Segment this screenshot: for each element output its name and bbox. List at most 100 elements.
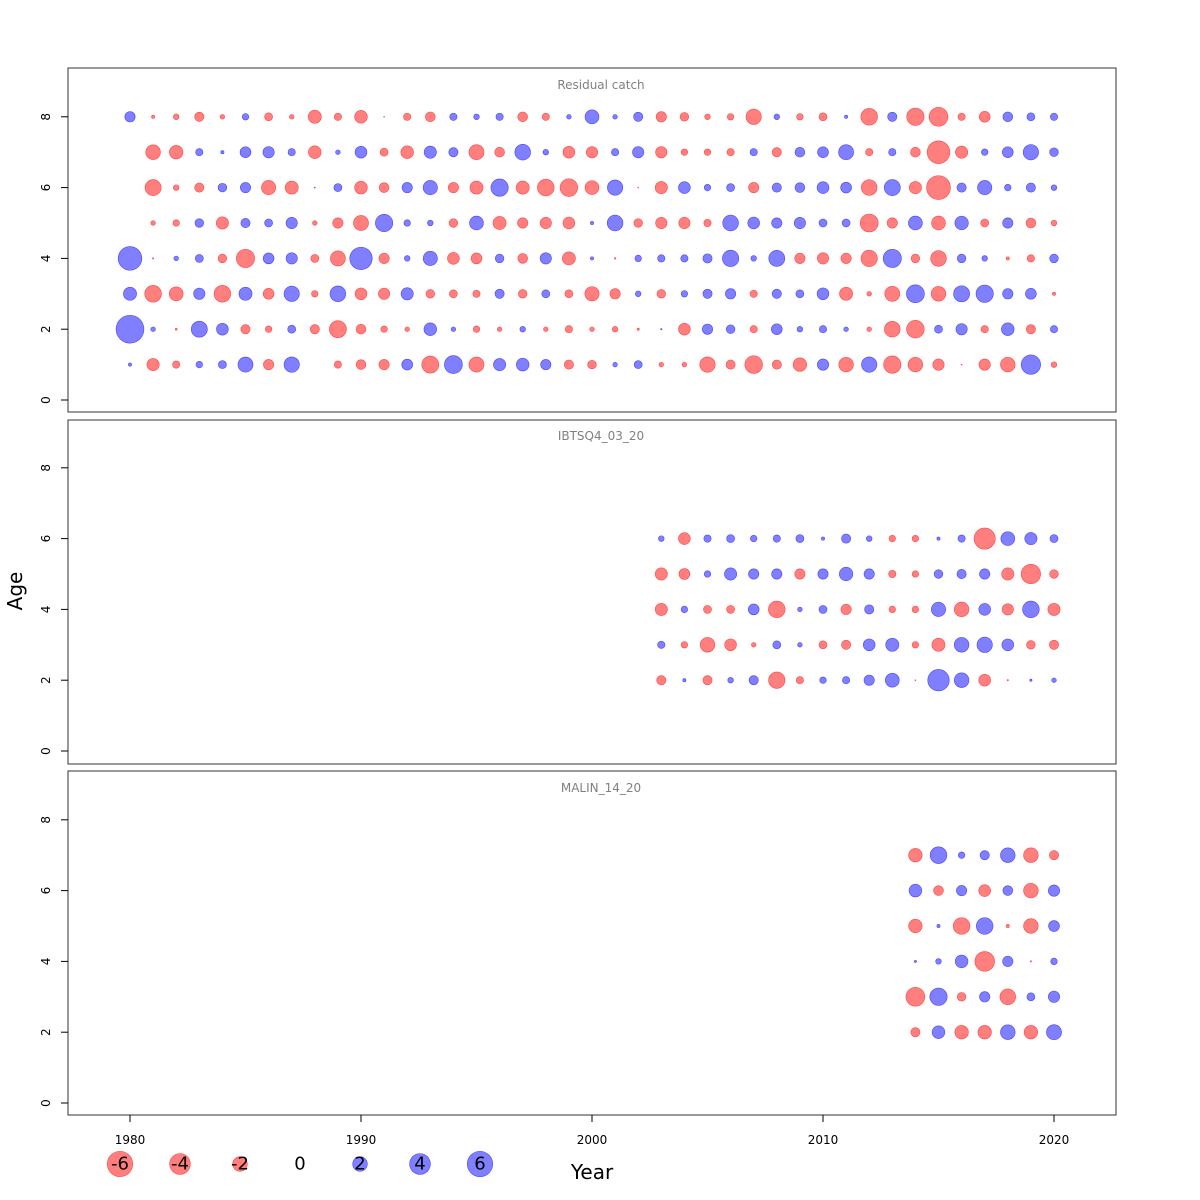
bubble-point xyxy=(633,218,643,228)
bubble-point xyxy=(796,113,804,121)
bubble-point xyxy=(1050,957,1058,965)
bubble-point xyxy=(974,951,995,972)
bubble-point xyxy=(146,358,160,372)
bubble-point xyxy=(654,181,668,195)
bubble-point xyxy=(885,637,900,652)
bubble-point xyxy=(283,356,300,373)
bubble-point xyxy=(795,534,805,543)
bubble-point xyxy=(908,918,923,934)
x-tick-label: 1990 xyxy=(346,1133,377,1147)
bubble-point xyxy=(216,322,229,336)
bubble-point xyxy=(1023,882,1039,899)
bubble-point xyxy=(745,108,762,125)
bubble-point xyxy=(378,182,390,193)
bubble-point xyxy=(563,359,574,370)
bubble-point xyxy=(910,253,921,264)
bubble-point xyxy=(749,148,758,157)
bubble-point xyxy=(771,182,782,193)
legend-label: -6 xyxy=(111,1154,129,1175)
bubble-point xyxy=(612,361,618,368)
bubble-point xyxy=(1049,253,1059,264)
bubble-point xyxy=(681,361,688,368)
legend-bubble xyxy=(232,1156,248,1172)
panel-title-ibtsq4: IBTSQ4_03_20 xyxy=(558,429,644,443)
bubble-point xyxy=(470,252,483,265)
bubble-point xyxy=(494,146,505,158)
bubble-point xyxy=(906,284,925,304)
y-tick-label: 2 xyxy=(39,325,53,333)
bubble-point xyxy=(931,601,946,617)
bubble-point xyxy=(383,115,385,118)
bubble-point xyxy=(747,603,760,616)
bubble-point xyxy=(654,567,668,581)
bubble-point xyxy=(194,182,205,193)
bubble-point xyxy=(981,255,988,262)
bubble-point xyxy=(703,605,712,614)
bubble-point xyxy=(911,535,919,543)
bubble-point xyxy=(423,145,437,159)
bubble-point xyxy=(473,113,480,120)
bubble-point xyxy=(329,320,347,339)
bubble-point xyxy=(914,679,917,682)
bubble-point xyxy=(906,320,925,339)
bubble-point xyxy=(680,254,689,263)
bubble-point xyxy=(1001,603,1014,616)
bubble-point xyxy=(516,357,530,372)
bubble-point xyxy=(934,324,943,334)
bubble-point xyxy=(493,358,507,372)
bubble-point xyxy=(172,219,180,227)
bubble-point xyxy=(768,600,786,619)
bubble-point xyxy=(818,640,828,650)
bubble-point xyxy=(724,567,738,581)
bubble-point xyxy=(817,146,829,158)
bubble-point xyxy=(1049,850,1059,861)
bubble-point xyxy=(450,326,457,332)
bubble-point xyxy=(1005,256,1010,261)
bubble-point xyxy=(1002,217,1014,229)
bubble-point xyxy=(816,287,830,301)
bubble-point xyxy=(866,326,872,332)
bubble-point xyxy=(839,566,854,582)
bubble-point xyxy=(927,669,950,692)
bubble-point xyxy=(115,314,145,344)
bubble-point xyxy=(309,324,320,335)
bubble-point xyxy=(768,671,786,689)
legend-bubble xyxy=(106,1150,134,1178)
bubble-point xyxy=(977,1025,992,1040)
legend-label: 0 xyxy=(294,1154,305,1175)
bubble-point xyxy=(844,114,849,119)
bubble-point xyxy=(859,213,879,233)
bubble-point xyxy=(469,215,484,231)
bubble-point xyxy=(468,144,485,161)
bubble-point xyxy=(702,675,713,686)
bubble-point xyxy=(311,290,319,298)
bubble-point xyxy=(840,603,852,615)
bubble-point xyxy=(172,360,181,369)
bubble-point xyxy=(173,255,179,262)
bubble-point xyxy=(656,289,666,299)
panel-frame-ibtsq4 xyxy=(67,419,1117,765)
bubble-point xyxy=(285,217,298,230)
bubble-point xyxy=(633,360,643,369)
bubble-point xyxy=(797,642,803,648)
bubble-point xyxy=(703,534,712,543)
bubble-point xyxy=(333,112,342,121)
bubble-point xyxy=(953,285,970,303)
bubble-point xyxy=(933,569,944,579)
bubble-point xyxy=(772,534,781,543)
bubble-point xyxy=(590,256,594,261)
bubble-point xyxy=(1048,990,1061,1003)
bubble-point xyxy=(935,958,942,965)
legend-label: -4 xyxy=(171,1154,189,1175)
y-tick-label: 6 xyxy=(39,887,53,895)
bubble-point xyxy=(495,112,504,121)
bubble-point xyxy=(401,182,413,194)
bubble-point xyxy=(1026,254,1035,263)
bubble-point xyxy=(975,284,994,303)
bubble-point xyxy=(517,217,529,229)
bubble-point xyxy=(953,637,970,653)
bubble-point xyxy=(656,675,667,686)
bubble-point xyxy=(313,186,316,189)
bubble-point xyxy=(1000,1024,1016,1040)
bubble-point xyxy=(541,112,550,121)
